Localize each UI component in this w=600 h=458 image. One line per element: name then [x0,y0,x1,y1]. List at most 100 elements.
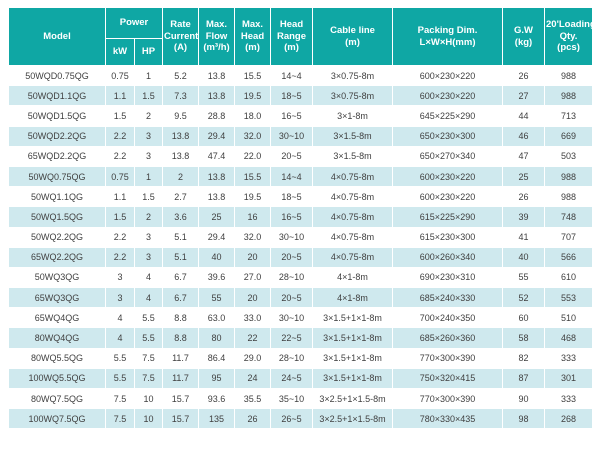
table-cell: 1 [133,165,164,188]
table-cell: 25 [198,206,236,228]
table-cell: 98 [502,408,546,430]
table-row: 50WQD2.2QG 2.2 3 13.8 29.4 32.0 30~10 3×1.5-8m 6… [8,125,594,147]
table-cell: 47 [502,145,546,167]
table-cell: 50WQ3QG [8,266,106,289]
table-cell: 135 [198,408,236,430]
table-row: 100WQ5.5QG 5.5 7.5 11.7 95 24 24~5 3×1.5+1×1-8m… [8,367,594,390]
table-cell: 86.4 [198,347,236,369]
table-cell: 2.2 [105,226,135,248]
table-cell: 82 [502,347,546,369]
table-cell: 988 [544,186,594,208]
table-cell: 24~5 [270,367,314,390]
table-cell: 0.75 [105,64,135,87]
table-cell: 4×0.75-8m [312,246,394,268]
table-cell: 22~5 [270,327,314,349]
table-cell: 20~5 [270,246,314,268]
table-cell: 35.5 [234,387,272,410]
table-cell: 27.0 [234,266,272,289]
table-cell: 988 [544,85,594,107]
table-cell: 1.5 [105,105,135,127]
table-cell: 15.7 [162,408,200,430]
table-cell: 9.5 [162,105,200,127]
table-cell: 3×2.5+1×1.5-8m [312,387,394,410]
table-cell: 35~10 [270,387,314,410]
table-cell: 47.4 [198,145,236,167]
header-gw: G.W (kg) [502,7,546,66]
table-cell: 1.5 [133,85,164,107]
table-cell: 58 [502,327,546,349]
table-body: 50WQD0.75QG 0.75 1 5.2 13.8 15.5 14~4 3×0.75-8m… [8,64,594,430]
table-cell: 80WQ4QG [8,327,106,349]
table-cell: 5.5 [105,347,135,369]
table-cell: 30~10 [270,125,314,147]
header-cable-line: Cable line (m) [312,7,394,66]
table-cell: 29.4 [198,226,236,248]
table-cell: 707 [544,226,594,248]
table-cell: 29.0 [234,347,272,369]
table-cell: 30~10 [270,307,314,329]
table-row: 65WQ4QG 4 5.5 8.8 63.0 33.0 30~10 3×1.5+1×1-8m 7… [8,307,594,329]
table-cell: 988 [544,165,594,188]
table-cell: 3 [105,266,135,289]
table-cell: 780×330×435 [392,408,504,430]
table-cell: 13.8 [162,145,200,167]
table-cell: 1.1 [105,85,135,107]
table-cell: 770×300×390 [392,347,504,369]
table-cell: 3×1.5-8m [312,145,394,167]
table-cell: 8.8 [162,307,200,329]
table-cell: 22.0 [234,145,272,167]
table-cell: 18.0 [234,105,272,127]
table-cell: 3 [133,246,164,268]
table-cell: 4×1-8m [312,266,394,289]
table-cell: 3 [105,287,135,309]
table-cell: 3×1.5+1×1-8m [312,367,394,390]
table-cell: 19.5 [234,85,272,107]
table-cell: 10 [133,387,164,410]
table-cell: 40 [502,246,546,268]
table-cell: 80WQ5.5QG [8,347,106,369]
table-cell: 3×0.75-8m [312,64,394,87]
table-cell: 14~4 [270,64,314,87]
table-cell: 39.6 [198,266,236,289]
table-cell: 50WQD2.2QG [8,125,106,147]
table-cell: 3×1-8m [312,105,394,127]
table-cell: 333 [544,387,594,410]
table-row: 65WQ2.2QG 2.2 3 5.1 40 20 20~5 4×0.75-8m 600×260… [8,246,594,268]
table-row: 65WQD2.2QG 2.2 3 13.8 47.4 22.0 20~5 3×1.5-8m 65… [8,145,594,167]
table-cell: 750×320×415 [392,367,504,390]
table-cell: 650×270×340 [392,145,504,167]
table-cell: 24 [234,367,272,390]
table-cell: 15.7 [162,387,200,410]
table-cell: 268 [544,408,594,430]
table-cell: 2.7 [162,186,200,208]
table-cell: 30~10 [270,226,314,248]
table-cell: 90 [502,387,546,410]
table-cell: 26~5 [270,408,314,430]
table-cell: 32.0 [234,226,272,248]
table-cell: 5.2 [162,64,200,87]
table-cell: 3×2.5+1×1.5-8m [312,408,394,430]
header-rate-current: Rate Current (A) [162,7,200,66]
table-cell: 600×230×220 [392,85,504,107]
table-cell: 3×1.5+1×1-8m [312,327,394,349]
table-cell: 615×225×290 [392,206,504,228]
header-loading-qty: 20'Loading Qty. (pcs) [544,7,594,66]
header-power: Power [104,7,164,39]
table-cell: 28~10 [270,266,314,289]
table-cell: 4 [105,307,135,329]
table-header: Model Power Rate Current (A) Max. Flow (… [8,7,594,66]
table-cell: 32.0 [234,125,272,147]
table-cell: 20 [234,246,272,268]
table-row: 100WQ7.5QG 7.5 10 15.7 135 26 26~5 3×2.5+1×1.5-… [8,408,594,430]
table-cell: 503 [544,145,594,167]
table-cell: 44 [502,105,546,127]
table-cell: 26 [502,186,546,208]
table-cell: 988 [544,64,594,87]
table-cell: 26 [502,64,546,87]
table-cell: 748 [544,206,594,228]
table-cell: 7.3 [162,85,200,107]
table-cell: 65WQ2.2QG [8,246,106,268]
table-cell: 5.5 [133,307,164,329]
table-cell: 87 [502,367,546,390]
table-cell: 2.2 [105,145,135,167]
